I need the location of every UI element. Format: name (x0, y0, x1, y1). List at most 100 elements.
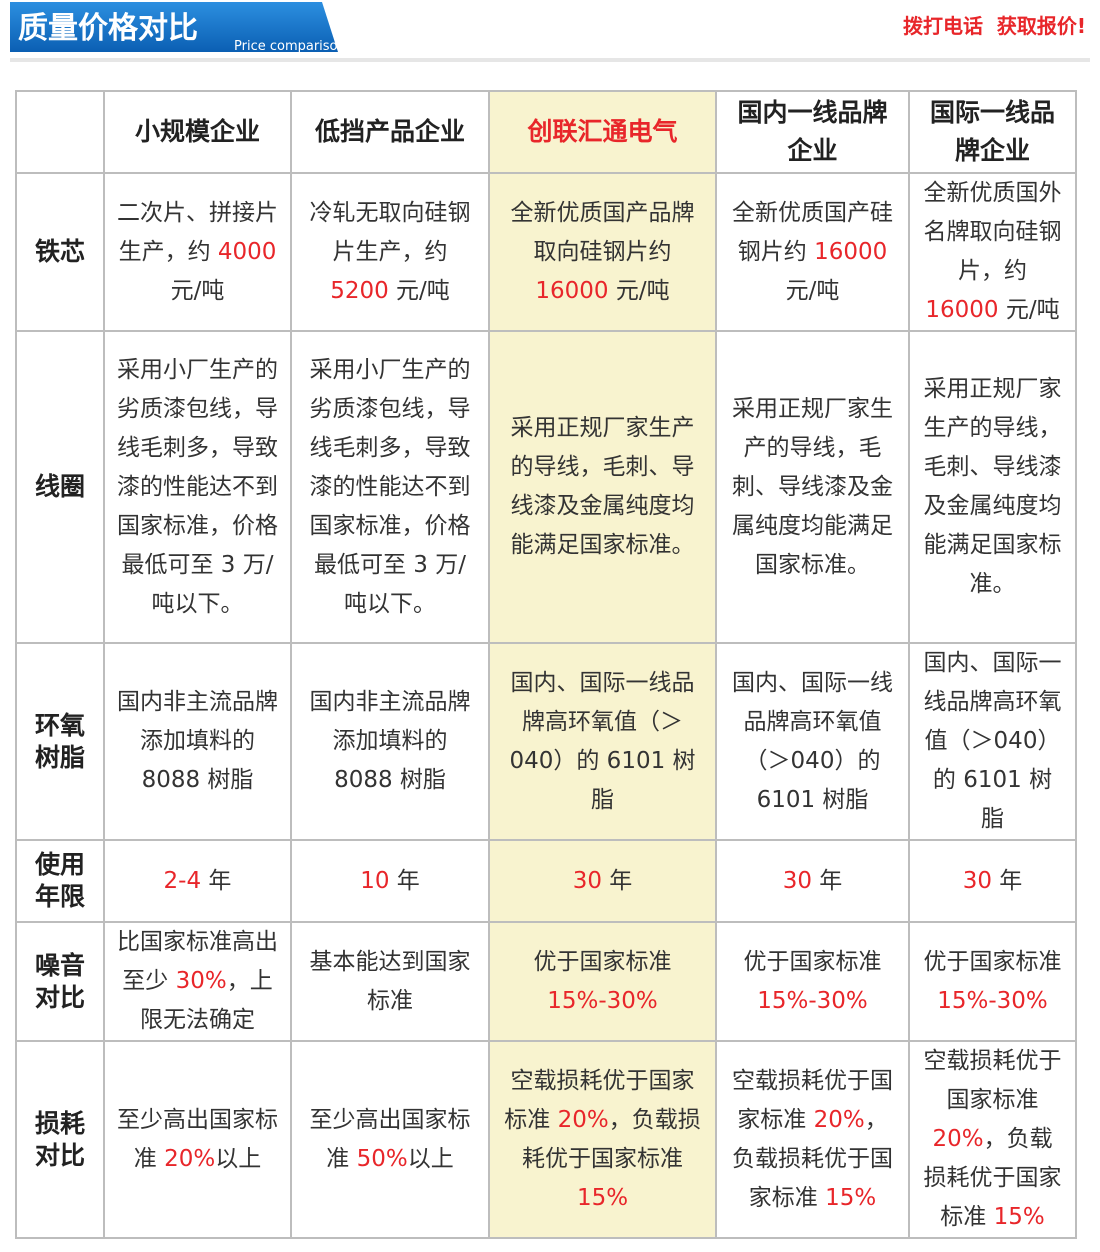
cell-text: 采用正规厂家生产的导线，毛刺、导线漆及金属纯度均能满足国家标准。 (510, 415, 695, 558)
cell: 国内、国际一线品牌高环氧值（＞040）的 6101 树脂 (715, 642, 910, 841)
cell-text: ，上限无法确定 (140, 968, 273, 1033)
cell-text: 采用小厂生产的劣质漆包线，导线毛刺多，导致漆的性能达不到国家标准，价格最低可至 … (309, 356, 471, 617)
highlight-text: 15% (993, 1204, 1045, 1230)
highlight-text: 15% (576, 1184, 629, 1211)
cell-text: 优于国家标准 (533, 948, 672, 975)
highlight-text: 30% (175, 968, 227, 994)
cell: 2-4 年 (103, 839, 292, 923)
cell-text: 元/吨 (170, 277, 225, 304)
cell: 国内、国际一线品牌高环氧值（＞040）的 6101 树脂 (908, 642, 1077, 841)
row-label: 环氧树脂 (15, 642, 105, 841)
cell-text: 全新优质国外名牌取向硅钢片，约 (923, 180, 1062, 284)
cell-text: 空载损耗优于国家标准 (732, 1067, 893, 1133)
cell-text: 采用正规厂家生产的导线，毛刺、导线漆及金属纯度均能满足国家标准。 (732, 395, 893, 578)
cell-text: 年 (201, 867, 232, 894)
cell: 优于国家标准 15%-30% (908, 921, 1077, 1042)
cell: 至少高出国家标准 50%以上 (290, 1040, 490, 1239)
highlight-text: 16000 (535, 277, 609, 304)
cell-text: 至少高出国家标准 (117, 1106, 278, 1172)
cell: 采用小厂生产的劣质漆包线，导线毛刺多，导致漆的性能达不到国家标准，价格最低可至 … (103, 330, 292, 644)
cell-text: 采用小厂生产的劣质漆包线，导线毛刺多，导致漆的性能达不到国家标准，价格最低可至 … (117, 356, 278, 617)
cell: 全新优质国产品牌取向硅钢片约 16000 元/吨 (488, 172, 717, 332)
cell-text: 优于国家标准 (743, 948, 882, 975)
title: 质量价格对比 (18, 11, 198, 46)
cell-text: 二次片、拼接片生产，约 (117, 199, 278, 265)
subtitle: Price comparison (234, 39, 345, 54)
cell: 空载损耗优于国家标准 20%，负载损耗优于国家标准 15% (715, 1040, 910, 1239)
cell: 国内非主流品牌添加填料的 8088 树脂 (290, 642, 490, 841)
cell: 优于国家标准 15%-30% (488, 921, 717, 1042)
cell: 采用正规厂家生产的导线，毛刺、导线漆及金属纯度均能满足国家标准。 (908, 330, 1077, 644)
header-row: 小规模企业 低挡产品企业 创联汇通电气 国内一线品牌企业 国际一线品牌企业 (15, 90, 1077, 174)
cell: 10 年 (290, 839, 490, 923)
cell-text: ，负载损耗优于国家标准 (522, 1106, 701, 1172)
cell-text: 优于国家标准 (923, 948, 1062, 975)
table-row: 铁芯 二次片、拼接片生产，约 4000 元/吨 冷轧无取向硅钢片生产，约 5200 … (15, 172, 1077, 332)
cell-text: 全新优质国产品牌取向硅钢片约 (510, 199, 695, 265)
column-header: 小规模企业 (103, 90, 292, 174)
highlight-text: 50% (356, 1145, 408, 1172)
table-row: 使用年限 2-4 年 10 年 30 年 30 年 30 年 (15, 839, 1077, 923)
cell: 优于国家标准 15%-30% (715, 921, 910, 1042)
column-header: 国内一线品牌企业 (715, 90, 910, 174)
cell: 30 年 (488, 839, 717, 923)
cell-text: 国内、国际一线品牌高环氧值（＞040）的 6101 树脂 (923, 650, 1062, 832)
cell-text: 以上 (215, 1145, 262, 1172)
table-row: 环氧树脂 国内非主流品牌添加填料的 8088 树脂 国内非主流品牌添加填料的 808… (15, 642, 1077, 841)
cell-text: 年 (601, 867, 633, 894)
highlight-text: 16000 (814, 238, 888, 265)
highlight-text: 20% (932, 1126, 984, 1152)
corner-cell (15, 90, 105, 174)
cell-text: 全新优质国产硅钢片约 (732, 199, 893, 265)
row-label: 铁芯 (15, 172, 105, 332)
cell-text: 冷轧无取向硅钢片生产，约 (309, 199, 471, 265)
hotline: 拨打电话 获取报价! (902, 14, 1086, 38)
cell: 冷轧无取向硅钢片生产，约 5200 元/吨 (290, 172, 490, 332)
highlight-text: 5200 (330, 277, 389, 304)
cell-text: 元/吨 (785, 277, 840, 304)
cell-text: 空载损耗优于国家标准 (923, 1048, 1062, 1113)
highlight-text: 30 (962, 867, 992, 894)
cell-text: 空载损耗优于国家标准 (504, 1067, 695, 1133)
highlight-text: 20% (813, 1106, 865, 1133)
cell: 采用正规厂家生产的导线，毛刺、导线漆及金属纯度均能满足国家标准。 (715, 330, 910, 644)
row-label: 噪音对比 (15, 921, 105, 1042)
cell-text: 国内、国际一线品牌高环氧值（＞040）的 6101 树脂 (509, 669, 696, 813)
highlight-text: 15%-30% (757, 987, 868, 1014)
cell-text: 至少高出国家标准 (309, 1106, 471, 1172)
highlight-text: 20% (557, 1106, 609, 1133)
cell-text: 以上 (407, 1145, 454, 1172)
banner-shape (10, 2, 338, 52)
column-header: 国际一线品牌企业 (908, 90, 1077, 174)
highlight-text: 15% (825, 1184, 877, 1211)
highlight-text: 15%-30% (937, 987, 1048, 1014)
table-row: 线圈 采用小厂生产的劣质漆包线，导线毛刺多，导致漆的性能达不到国家标准，价格最低可… (15, 330, 1077, 644)
cell-text: 元/吨 (998, 297, 1060, 323)
cell-text: 国内、国际一线品牌高环氧值（＞040）的 6101 树脂 (732, 669, 893, 813)
cell: 30 年 (908, 839, 1077, 923)
cell: 至少高出国家标准 20%以上 (103, 1040, 292, 1239)
divider (10, 58, 1090, 62)
cell-text: 年 (389, 867, 420, 894)
cell-text: ，负载损耗优于国家标准 (732, 1106, 893, 1211)
table-row: 噪音对比 比国家标准高出至少 30%，上限无法确定 基本能达到国家标准 优于国家标准 … (15, 921, 1077, 1042)
highlight-text: 16000 (925, 297, 999, 323)
cell: 30 年 (715, 839, 910, 923)
cell-text: 国内非主流品牌添加填料的 8088 树脂 (309, 689, 471, 793)
cell-text: 基本能达到国家标准 (309, 948, 471, 1014)
cell-text: ，负载损耗优于国家标准 (923, 1126, 1062, 1230)
cell: 全新优质国外名牌取向硅钢片，约 16000 元/吨 (908, 172, 1077, 332)
cell: 国内非主流品牌添加填料的 8088 树脂 (103, 642, 292, 841)
banner: 质量价格对比 Price comparison (10, 2, 345, 54)
highlight-text: 2-4 (163, 867, 202, 894)
cell-text: 国内非主流品牌添加填料的 8088 树脂 (117, 689, 278, 793)
comparison-table: 小规模企业 低挡产品企业 创联汇通电气 国内一线品牌企业 国际一线品牌企业 铁芯 二次片、… (15, 90, 1077, 1239)
cell-text: 年 (811, 867, 843, 894)
highlight-text: 15%-30% (547, 987, 658, 1014)
cell: 空载损耗优于国家标准 20%，负载损耗优于国家标准 15% (908, 1040, 1077, 1239)
table-row: 损耗对比 至少高出国家标准 20%以上 至少高出国家标准 50%以上 空载损耗优于国家… (15, 1040, 1077, 1239)
row-label: 损耗对比 (15, 1040, 105, 1239)
cell-text: 元/吨 (388, 277, 450, 304)
cell: 二次片、拼接片生产，约 4000 元/吨 (103, 172, 292, 332)
